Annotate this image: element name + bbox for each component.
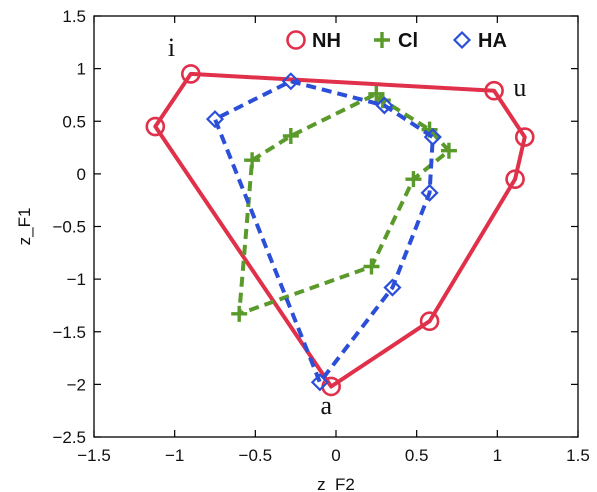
data-point-cl	[244, 152, 261, 169]
data-point-ha	[310, 373, 329, 392]
legend-label: NH	[312, 30, 341, 52]
legend-label: HA	[478, 30, 507, 52]
series-cl	[231, 85, 457, 322]
y-tick-label: −2.5	[52, 428, 86, 447]
legend-item-nh: NH	[286, 30, 341, 52]
x-tick-label: 0.5	[405, 446, 429, 465]
legend-marker-nh	[286, 30, 306, 50]
x-tick-label: −1.5	[77, 446, 111, 465]
legend-marker-cl	[374, 32, 390, 48]
data-point-nh	[181, 64, 201, 84]
legend-item-cl: Cl	[374, 30, 418, 52]
data-point-ha	[205, 110, 225, 129]
vowel-label: u	[513, 73, 526, 102]
data-point-cl	[231, 305, 248, 322]
series-ha	[205, 72, 442, 392]
series-line-ha	[213, 79, 435, 385]
data-point-nh	[145, 116, 166, 137]
data-point-nh	[514, 127, 535, 147]
data-point-ha	[383, 278, 402, 297]
y-tick-label: −1	[67, 270, 86, 289]
data-point-ha	[423, 127, 442, 147]
vowel-label: a	[321, 391, 333, 420]
x-tick-label: 1.5	[566, 446, 590, 465]
y-axis-label: z_F1	[15, 208, 34, 246]
x-tick-label: −1	[165, 446, 184, 465]
x-tick-label: 1	[493, 446, 502, 465]
y-tick-label: 0.5	[62, 112, 86, 131]
y-tick-label: −1.5	[52, 323, 86, 342]
series-layer	[145, 64, 535, 397]
data-point-cl	[363, 258, 380, 275]
data-point-cl	[282, 127, 299, 144]
annotation-layer: i u a	[168, 33, 527, 420]
x-axis-label: z_F2	[317, 475, 355, 492]
x-tick-label: 0	[331, 446, 340, 465]
data-point-ha	[375, 96, 394, 115]
data-point-cl	[440, 142, 457, 159]
y-tick-label: 1	[77, 60, 86, 79]
y-tick-label: −0.5	[52, 218, 86, 237]
data-point-nh	[484, 80, 504, 101]
data-point-nh	[505, 169, 525, 189]
legend-item-ha: HA	[452, 30, 507, 52]
x-tick-label: −0.5	[239, 446, 273, 465]
vowel-label: i	[168, 33, 175, 62]
legend-label: Cl	[398, 30, 418, 52]
data-point-nh	[419, 311, 440, 332]
y-tick-label: 0	[77, 165, 86, 184]
legend: NH Cl HA	[286, 30, 507, 52]
y-tick-label: 1.5	[62, 7, 86, 26]
data-point-cl	[405, 171, 422, 188]
series-nh	[145, 64, 535, 397]
legend-marker-ha	[452, 30, 472, 50]
y-tick-label: −2	[67, 375, 86, 394]
data-point-ha	[420, 183, 439, 202]
data-point-ha	[281, 72, 300, 91]
tick-layer: −1.5 −1 −0.5 0 0.5 1 1.5 −2.5 −2 −1.5 −1 −0.5 0 0.5 1 1…	[52, 7, 589, 465]
